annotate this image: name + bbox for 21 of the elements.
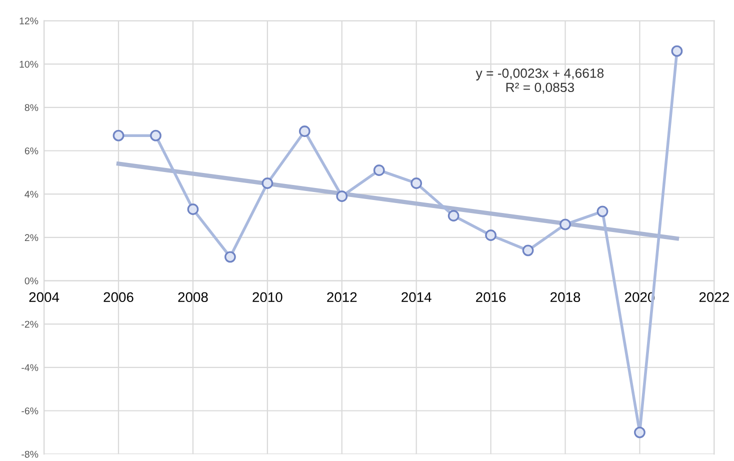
x-tick-label: 2022	[699, 292, 729, 302]
y-tick-label: -4%	[22, 364, 38, 371]
x-tick-label: 2018	[550, 292, 580, 302]
y-tick-label: 10%	[20, 60, 38, 68]
x-tick-label: 2012	[327, 292, 357, 302]
y-tick-label: 12%	[20, 17, 38, 24]
x-tick-label: 2014	[402, 292, 432, 302]
x-tick-label: 2006	[104, 292, 134, 302]
y-tick-label: 2%	[24, 234, 38, 241]
x-tick-label: 2008	[178, 292, 208, 302]
x-tick-label: 2016	[476, 292, 506, 302]
y-tick-label: -2%	[22, 320, 38, 328]
y-tick-label: 0%	[24, 277, 38, 284]
x-tick-label: 2004	[29, 292, 60, 302]
y-tick-label: -8%	[22, 450, 38, 458]
x-tick-label: 2010	[252, 292, 282, 302]
annotation: y = -0,0023x + 4,6618 R² = 0,0853	[476, 68, 604, 94]
y-tick-label: 4%	[24, 190, 38, 198]
y-tick-label: 6%	[24, 147, 38, 154]
y-tick-label: 8%	[24, 104, 38, 112]
y-tick-label: -6%	[22, 407, 38, 414]
